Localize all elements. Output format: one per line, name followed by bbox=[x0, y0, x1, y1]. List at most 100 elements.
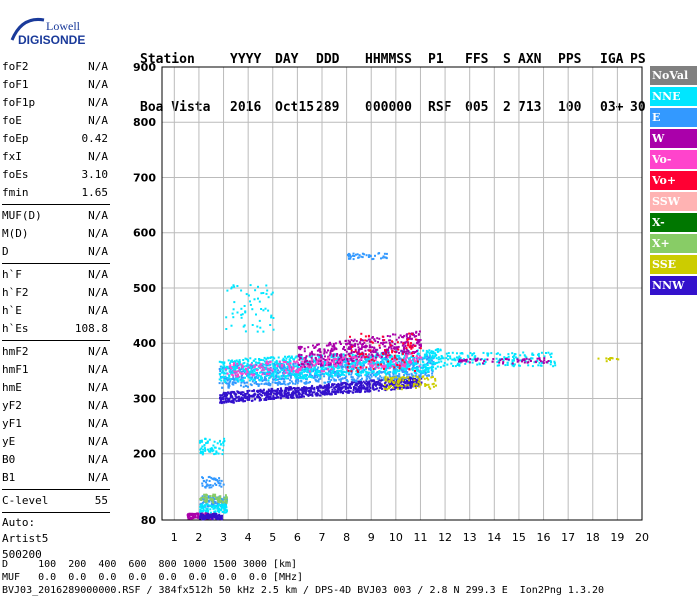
echo-point bbox=[281, 371, 284, 374]
echo-point bbox=[256, 325, 259, 328]
echo-point bbox=[297, 390, 300, 393]
echo-point bbox=[282, 377, 285, 380]
echo-point bbox=[285, 377, 288, 380]
echo-point bbox=[245, 358, 248, 361]
echo-point bbox=[327, 372, 330, 375]
echo-point bbox=[406, 337, 409, 340]
echo-point bbox=[219, 394, 222, 397]
echo-point bbox=[430, 359, 433, 362]
echo-point bbox=[328, 342, 331, 345]
echo-point bbox=[246, 362, 249, 365]
echo-point bbox=[220, 497, 223, 500]
echo-point bbox=[222, 442, 225, 444]
echo-point bbox=[369, 346, 372, 348]
x-tick-label: 6 bbox=[294, 531, 301, 544]
echo-point bbox=[368, 354, 371, 357]
echo-point bbox=[242, 325, 245, 328]
echo-point bbox=[303, 386, 306, 389]
echo-point bbox=[263, 377, 266, 380]
param-value: N/A bbox=[88, 417, 108, 430]
echo-point bbox=[287, 361, 290, 364]
echo-point bbox=[432, 382, 435, 385]
echo-point bbox=[248, 398, 251, 401]
echo-point bbox=[302, 374, 305, 377]
echo-point bbox=[276, 389, 278, 392]
echo-point bbox=[313, 367, 316, 370]
echo-point bbox=[423, 371, 425, 374]
echo-point bbox=[312, 344, 314, 347]
echo-point bbox=[437, 356, 440, 359]
echo-point bbox=[298, 353, 301, 356]
echo-point bbox=[383, 383, 386, 386]
echo-point bbox=[224, 381, 227, 384]
echo-point bbox=[342, 353, 345, 356]
echo-point bbox=[208, 486, 211, 489]
echo-point bbox=[309, 390, 312, 393]
echo-point bbox=[385, 373, 388, 376]
echo-point bbox=[367, 362, 370, 365]
echo-point bbox=[225, 501, 228, 504]
echo-point bbox=[402, 371, 405, 374]
echo-point bbox=[466, 360, 469, 363]
echo-point bbox=[289, 379, 292, 382]
header-labels-row: Station YYYY DAY DDD HHMMSS P1 FFS S AXN PPS IGA PS bbox=[140, 52, 670, 68]
echo-point bbox=[218, 517, 221, 520]
echo-point bbox=[332, 384, 335, 387]
echo-point bbox=[405, 377, 408, 380]
echo-point bbox=[407, 360, 410, 363]
echo-point bbox=[266, 364, 268, 367]
echo-point bbox=[335, 372, 338, 375]
echo-point bbox=[250, 366, 252, 369]
echo-point bbox=[265, 375, 268, 378]
echo-point bbox=[423, 355, 426, 358]
echo-point bbox=[347, 389, 350, 392]
echo-point bbox=[216, 498, 219, 500]
echo-point bbox=[310, 359, 313, 361]
param-row: foE N/A bbox=[2, 112, 110, 130]
echo-point bbox=[245, 365, 248, 368]
echo-point bbox=[349, 345, 352, 348]
echo-point bbox=[278, 381, 281, 384]
echo-point bbox=[370, 354, 373, 357]
param-name: B0 bbox=[2, 453, 16, 466]
echo-point bbox=[222, 395, 225, 398]
echo-point bbox=[389, 356, 392, 359]
echo-point bbox=[285, 390, 288, 393]
echo-point bbox=[247, 366, 250, 369]
echo-point bbox=[298, 356, 301, 359]
echo-point bbox=[258, 300, 261, 303]
echo-point bbox=[202, 477, 204, 480]
echo-point bbox=[439, 348, 442, 351]
echo-point bbox=[200, 450, 202, 453]
echo-point bbox=[270, 387, 273, 390]
echo-point bbox=[244, 397, 247, 400]
header-value-0: Boa Vista bbox=[140, 100, 211, 115]
echo-point bbox=[211, 450, 214, 453]
echo-point bbox=[215, 479, 218, 482]
echo-point bbox=[232, 376, 235, 379]
echo-point bbox=[352, 252, 355, 255]
echo-point bbox=[221, 449, 224, 452]
echo-point bbox=[207, 514, 210, 517]
echo-point bbox=[420, 345, 422, 348]
echo-point bbox=[289, 396, 292, 398]
echo-point bbox=[354, 350, 357, 353]
param-row: hmF1 N/A bbox=[2, 361, 110, 379]
echo-point bbox=[422, 369, 425, 372]
echo-point bbox=[393, 388, 396, 391]
echo-point bbox=[328, 384, 330, 387]
echo-point bbox=[263, 360, 266, 363]
echo-point bbox=[229, 380, 232, 383]
echo-point bbox=[365, 359, 368, 362]
echo-point bbox=[368, 390, 371, 393]
echo-point bbox=[321, 364, 324, 367]
echo-point bbox=[234, 372, 237, 375]
echo-point bbox=[201, 445, 204, 448]
echo-point bbox=[358, 362, 361, 365]
echo-point bbox=[200, 504, 203, 506]
echo-point bbox=[418, 346, 421, 349]
echo-point bbox=[411, 368, 414, 371]
param-row: foF1 N/A bbox=[2, 76, 110, 94]
echo-point bbox=[263, 393, 266, 396]
echo-point bbox=[203, 480, 206, 483]
